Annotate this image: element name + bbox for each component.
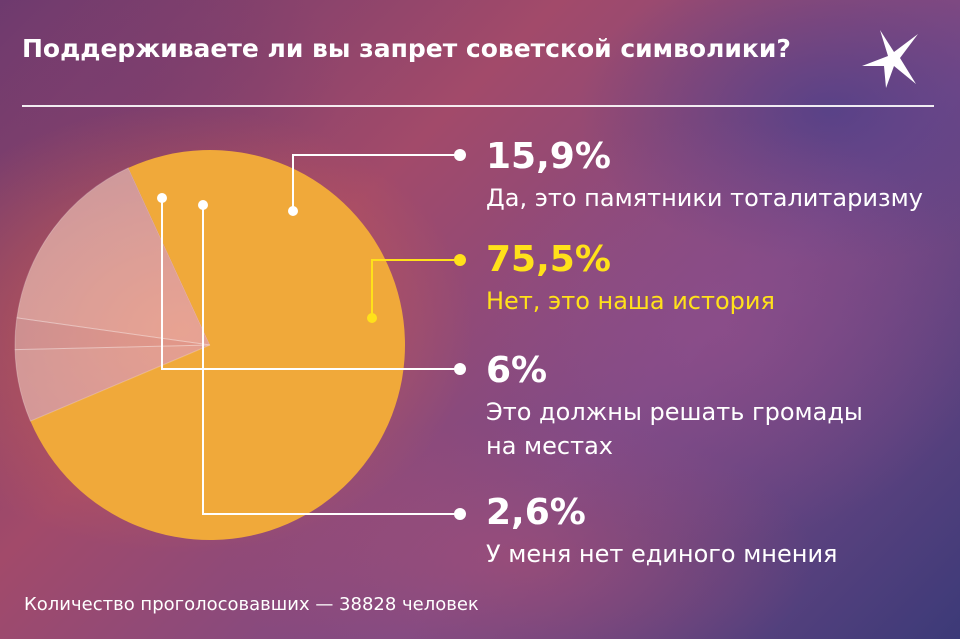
- leader-line-yes: [292, 154, 460, 211]
- legend-value-no-opinion: 2,6%: [486, 492, 586, 533]
- legend-value-yes: 15,9%: [486, 136, 611, 177]
- slice-no: [30, 150, 406, 541]
- legend-value-no: 75,5%: [486, 239, 611, 280]
- legend-value-hromady: 6%: [486, 350, 548, 391]
- bird-logo-icon: [862, 30, 918, 88]
- leader-dot-yes-slice: [288, 206, 298, 216]
- leader-line-no-opinion: [202, 205, 460, 515]
- votes-count: Количество проголосовавших — 38828 челов…: [24, 594, 479, 615]
- chart-title: Поддерживаете ли вы запрет советской сим…: [22, 34, 791, 63]
- legend-label-no: Нет, это наша история: [486, 287, 775, 315]
- leader-dot-no-slice: [367, 313, 377, 323]
- leader-dot-no-opinion-legend: [454, 508, 466, 520]
- leader-line-hromady: [161, 198, 460, 370]
- legend-label-yes: Да, это памятники тоталитаризму: [486, 184, 923, 212]
- leader-dot-no-legend: [454, 254, 466, 266]
- title-divider: [22, 105, 934, 107]
- leader-dot-yes-legend: [454, 149, 466, 161]
- leader-dot-no-opinion-slice: [198, 200, 208, 210]
- leader-dot-hromady-slice: [157, 193, 167, 203]
- leader-line-no: [371, 259, 460, 318]
- legend-label-no-opinion: У меня нет единого мнения: [486, 540, 838, 568]
- leader-dot-hromady-legend: [454, 363, 466, 375]
- legend-label-hromady: Это должны решать громады на местах: [486, 398, 863, 460]
